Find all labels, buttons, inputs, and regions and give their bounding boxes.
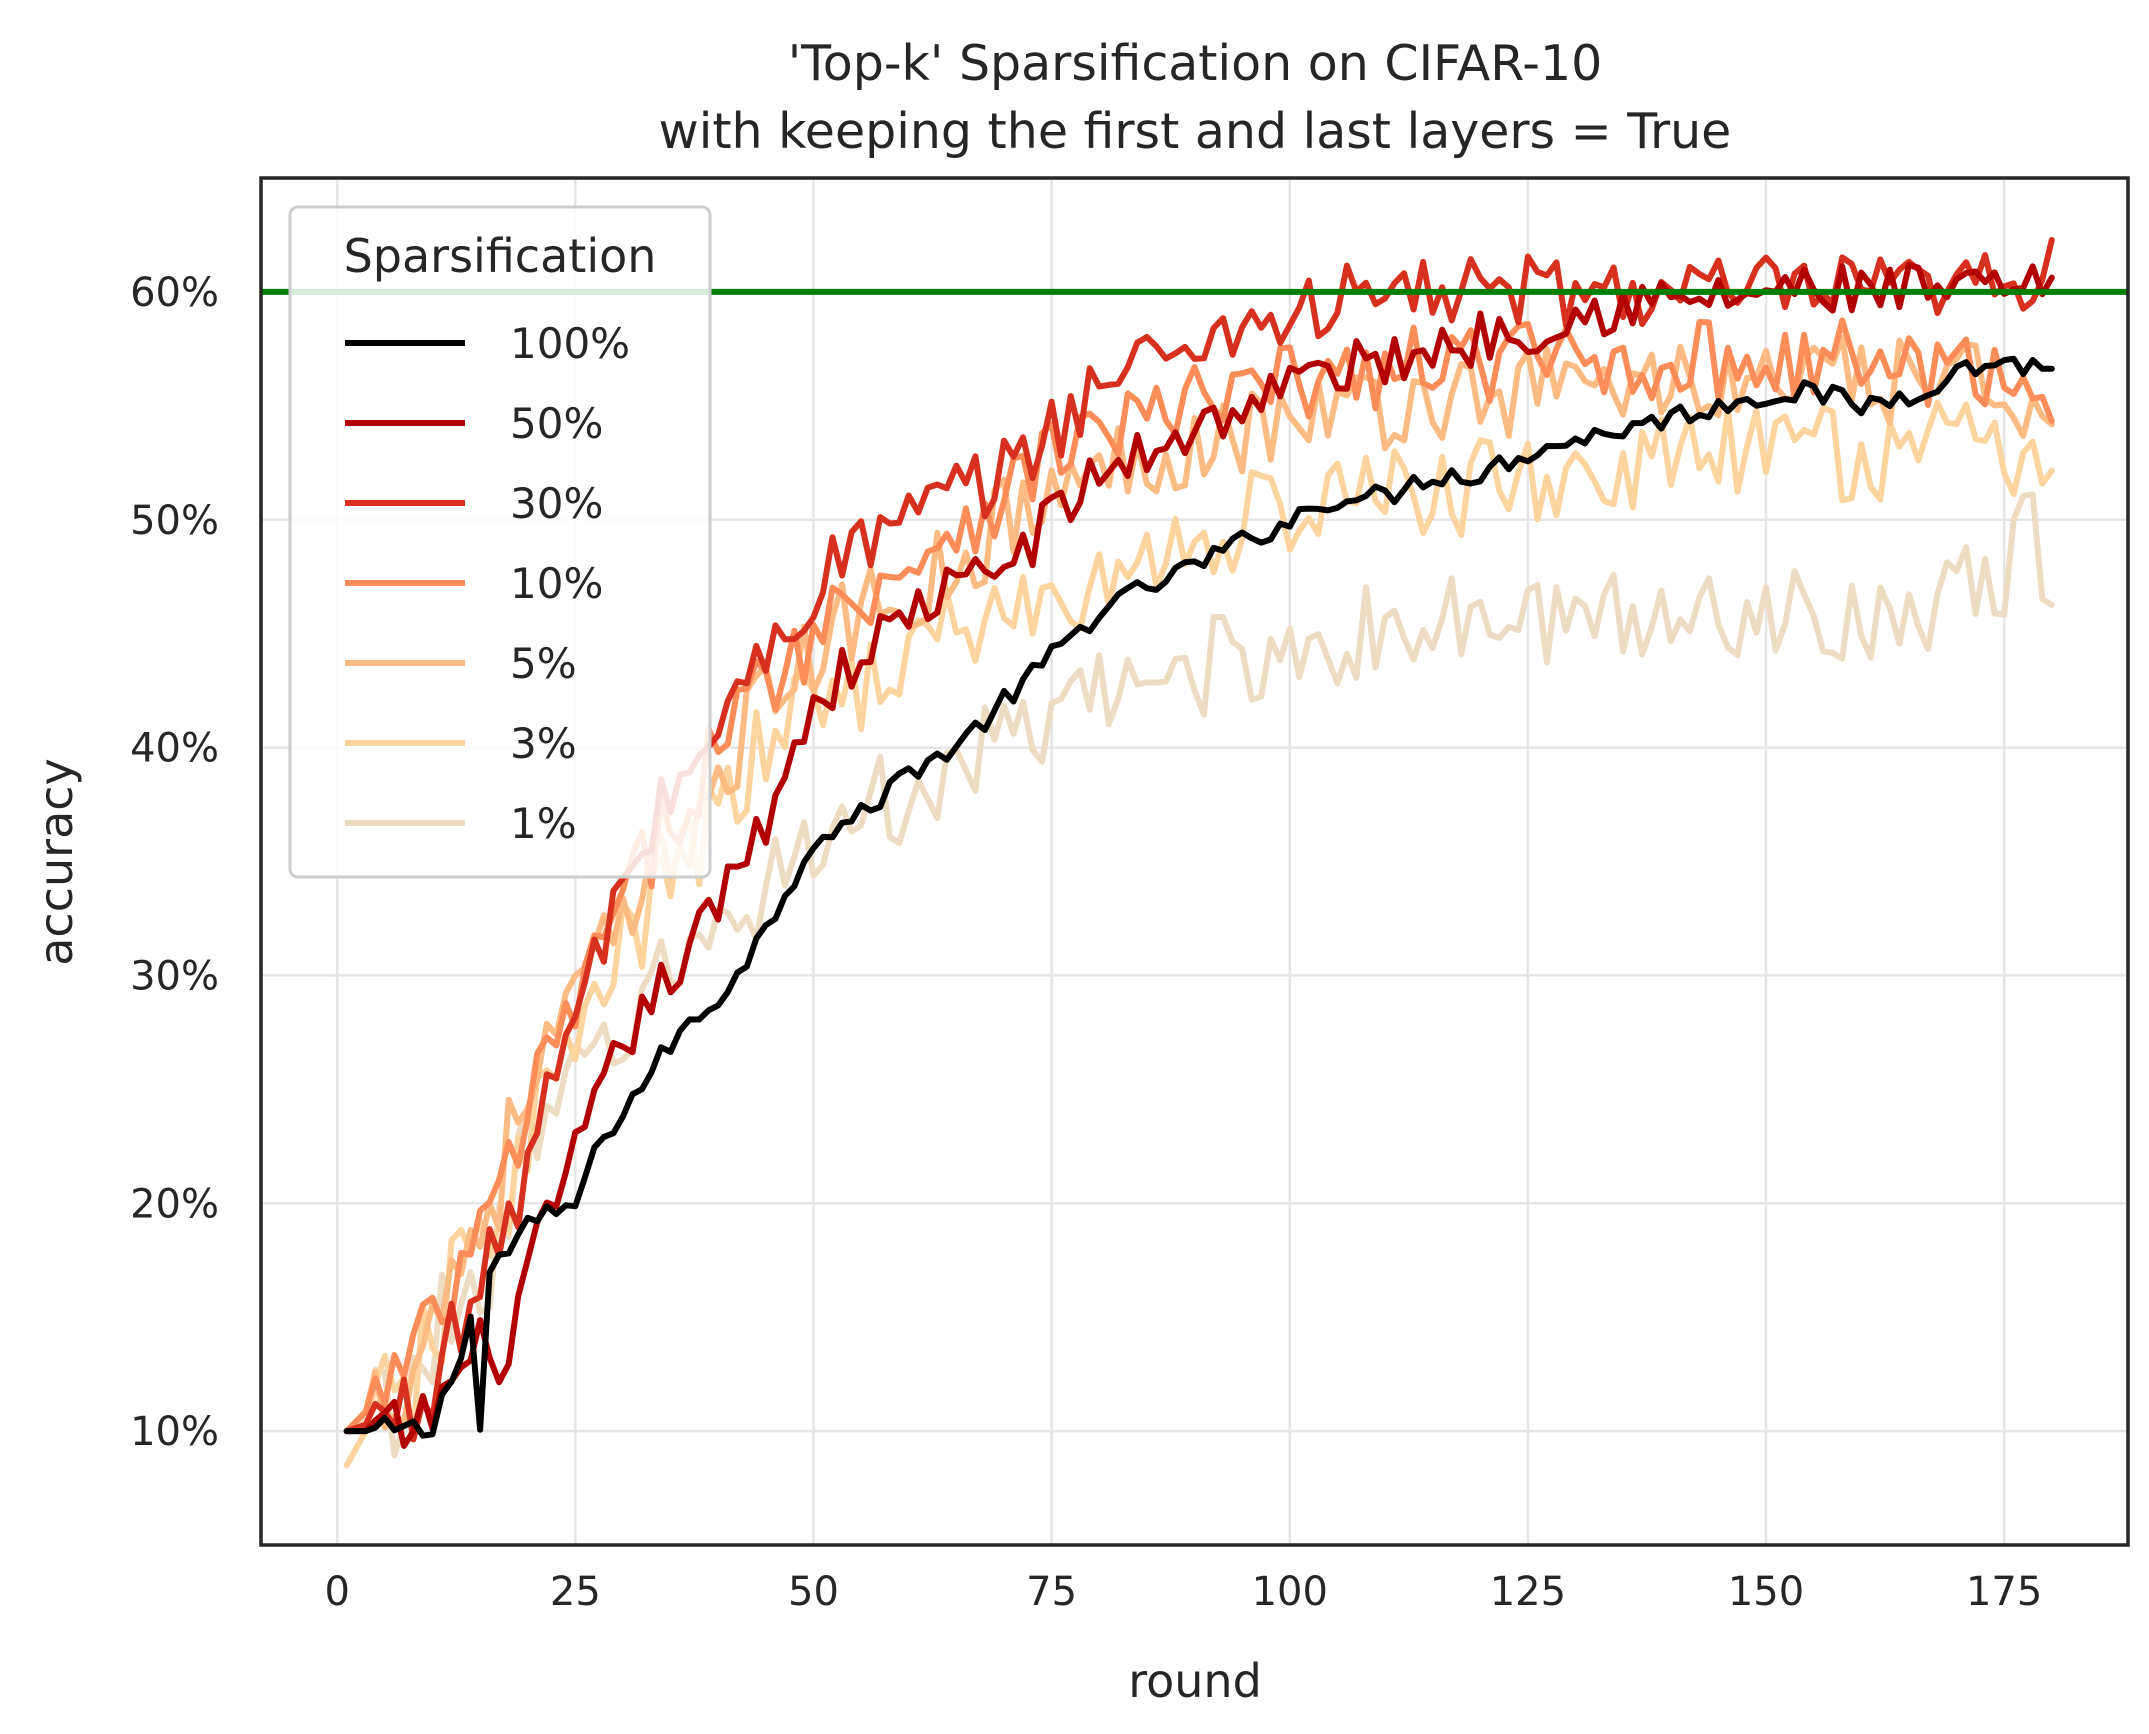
x-tick-label: 125: [1490, 1569, 1566, 1615]
y-tick-label: 20%: [130, 1181, 219, 1227]
x-axis-ticks: 0 25 50 75 100 125 150 175: [324, 1569, 2042, 1615]
y-tick-label: 30%: [130, 953, 219, 999]
y-tick-label: 10%: [130, 1409, 219, 1455]
y-axis-label: accuracy: [29, 758, 83, 966]
y-tick-label: 40%: [130, 726, 219, 772]
series-line-3pct: [343, 399, 2055, 1469]
x-tick-label: 175: [1966, 1569, 2042, 1615]
series-line-100pct: [343, 355, 2055, 1439]
x-axis-label: round: [1128, 1654, 1262, 1708]
chart-title-line-1: 'Top-k' Sparsification on CIFAR-10: [788, 35, 1603, 92]
x-tick-label: 50: [788, 1569, 839, 1615]
x-tick-label: 150: [1728, 1569, 1804, 1615]
chart-title-line-2: with keeping the first and last layers =…: [659, 103, 1732, 160]
legend-label: 3%: [510, 719, 577, 768]
legend: Sparsification 100% 50% 30% 10% 5% 3% 1%: [288, 205, 712, 879]
legend-label: 100%: [510, 319, 630, 368]
legend-label: 1%: [510, 799, 577, 848]
legend-label: 10%: [510, 559, 603, 608]
x-tick-label: 0: [324, 1569, 349, 1615]
legend-label: 50%: [510, 399, 603, 448]
legend-title: Sparsification: [344, 229, 657, 283]
legend-label: 5%: [510, 639, 577, 688]
series-line-5pct: [343, 334, 2055, 1435]
x-tick-label: 100: [1252, 1569, 1328, 1615]
legend-label: 30%: [510, 479, 603, 528]
x-tick-label: 75: [1026, 1569, 1077, 1615]
x-tick-label: 25: [550, 1569, 601, 1615]
legend-items: 100% 50% 30% 10% 5% 3% 1%: [345, 319, 630, 848]
y-axis-ticks: 10% 20% 30% 40% 50% 60%: [130, 270, 219, 1455]
y-tick-label: 60%: [130, 270, 219, 316]
y-tick-label: 50%: [130, 498, 219, 544]
plot-frame: [259, 176, 2130, 1547]
legend-box: [288, 205, 712, 879]
